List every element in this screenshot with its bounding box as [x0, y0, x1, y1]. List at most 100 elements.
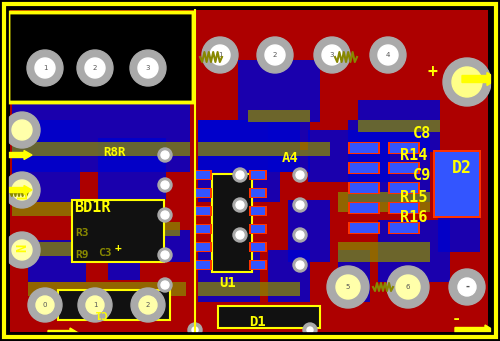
- Circle shape: [12, 180, 32, 200]
- Bar: [251, 261, 265, 269]
- Bar: [268, 150, 310, 172]
- Bar: [28, 282, 186, 296]
- Bar: [350, 223, 378, 233]
- Bar: [194, 260, 212, 270]
- Text: 5: 5: [346, 284, 350, 290]
- Bar: [12, 40, 190, 102]
- Circle shape: [443, 58, 491, 106]
- Circle shape: [396, 275, 420, 299]
- Bar: [28, 240, 86, 282]
- Circle shape: [28, 288, 62, 322]
- Text: D1: D1: [250, 315, 266, 329]
- Circle shape: [130, 50, 166, 86]
- Circle shape: [233, 198, 247, 212]
- Bar: [348, 222, 380, 234]
- Circle shape: [296, 261, 304, 269]
- Circle shape: [36, 296, 54, 314]
- Circle shape: [12, 240, 32, 260]
- Text: 2: 2: [273, 52, 277, 58]
- Bar: [251, 171, 265, 179]
- Text: BD1R: BD1R: [74, 201, 110, 216]
- Bar: [194, 170, 212, 180]
- Text: R8R: R8R: [104, 147, 126, 160]
- Text: A4: A4: [282, 151, 298, 165]
- Circle shape: [307, 327, 313, 333]
- Bar: [348, 202, 380, 214]
- Bar: [348, 182, 380, 194]
- Text: +: +: [427, 63, 437, 81]
- Circle shape: [296, 171, 304, 179]
- FancyArrow shape: [4, 150, 32, 160]
- Bar: [8, 12, 193, 102]
- Circle shape: [86, 296, 104, 314]
- Bar: [348, 142, 380, 154]
- Circle shape: [452, 67, 482, 97]
- Text: 0: 0: [43, 302, 47, 308]
- Bar: [158, 230, 190, 262]
- Bar: [249, 170, 267, 180]
- Bar: [194, 224, 212, 234]
- Circle shape: [139, 296, 157, 314]
- Bar: [288, 200, 330, 262]
- FancyArrow shape: [48, 328, 80, 340]
- Bar: [196, 261, 210, 269]
- Bar: [338, 192, 430, 212]
- Circle shape: [293, 168, 307, 182]
- Text: -: -: [465, 282, 469, 292]
- Circle shape: [202, 37, 238, 73]
- Circle shape: [161, 281, 169, 289]
- Circle shape: [293, 228, 307, 242]
- Bar: [98, 138, 166, 200]
- Text: R16: R16: [400, 210, 427, 225]
- Text: L: L: [15, 191, 29, 199]
- Bar: [390, 203, 418, 213]
- Bar: [350, 143, 378, 153]
- Circle shape: [322, 45, 342, 65]
- Bar: [350, 203, 378, 213]
- Text: 3: 3: [330, 52, 334, 58]
- Bar: [350, 183, 378, 193]
- Bar: [268, 250, 310, 302]
- Circle shape: [131, 288, 165, 322]
- Bar: [198, 120, 240, 142]
- Text: -: -: [452, 311, 460, 326]
- Circle shape: [4, 172, 40, 208]
- Bar: [194, 206, 212, 216]
- Circle shape: [458, 278, 476, 296]
- Circle shape: [188, 323, 202, 337]
- Circle shape: [158, 248, 172, 262]
- Text: C9: C9: [413, 167, 431, 182]
- Bar: [218, 306, 320, 328]
- Bar: [378, 220, 450, 282]
- Text: C1: C1: [93, 308, 107, 318]
- Bar: [196, 225, 210, 233]
- Circle shape: [314, 37, 350, 73]
- Bar: [194, 242, 212, 252]
- Text: 6: 6: [406, 284, 410, 290]
- Bar: [348, 162, 380, 174]
- Bar: [196, 243, 210, 251]
- Text: 3: 3: [146, 65, 150, 71]
- Circle shape: [257, 37, 293, 73]
- Bar: [28, 242, 120, 256]
- Bar: [198, 142, 330, 156]
- Bar: [251, 225, 265, 233]
- Circle shape: [293, 258, 307, 272]
- Bar: [338, 250, 370, 302]
- Bar: [12, 90, 190, 172]
- FancyArrow shape: [455, 325, 495, 337]
- Circle shape: [303, 323, 317, 337]
- Bar: [108, 240, 140, 280]
- Text: U1: U1: [220, 276, 236, 290]
- Bar: [198, 120, 280, 202]
- Text: +: +: [114, 243, 121, 253]
- Circle shape: [161, 211, 169, 219]
- Bar: [12, 142, 190, 156]
- Circle shape: [296, 201, 304, 209]
- Bar: [248, 110, 310, 122]
- Bar: [238, 60, 320, 122]
- Circle shape: [27, 50, 63, 86]
- Bar: [198, 250, 260, 302]
- Circle shape: [236, 231, 244, 239]
- Bar: [390, 223, 418, 233]
